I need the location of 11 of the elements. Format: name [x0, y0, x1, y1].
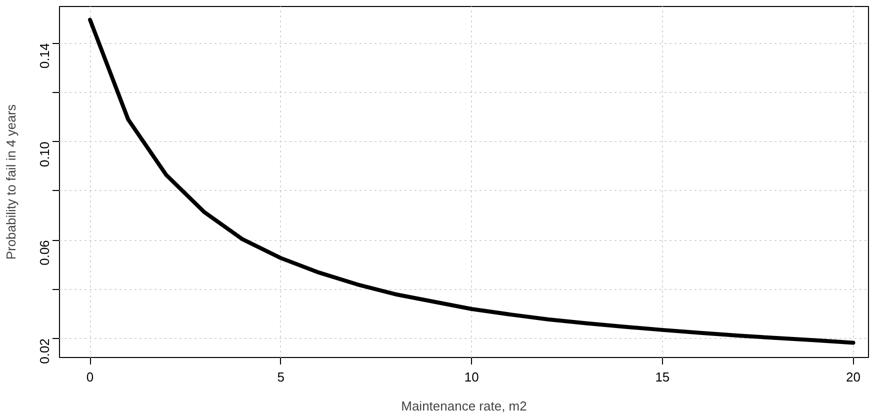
y-axis-title: Probability to fail in 4 years — [4, 104, 18, 260]
x-tick-label: 20 — [846, 370, 860, 384]
y-tick-label: 0.02 — [37, 338, 52, 364]
y-tick-label: 0.14 — [37, 43, 52, 68]
x-axis-title: Maintenance rate, m2 — [401, 398, 527, 414]
x-tick-label: 0 — [86, 370, 94, 384]
x-tick-label: 10 — [464, 370, 479, 384]
x-tick-label: 5 — [277, 370, 284, 384]
y-tick-label: 0.10 — [37, 142, 52, 167]
x-tick-label: 15 — [655, 370, 670, 384]
y-tick-label: 0.06 — [37, 240, 52, 266]
